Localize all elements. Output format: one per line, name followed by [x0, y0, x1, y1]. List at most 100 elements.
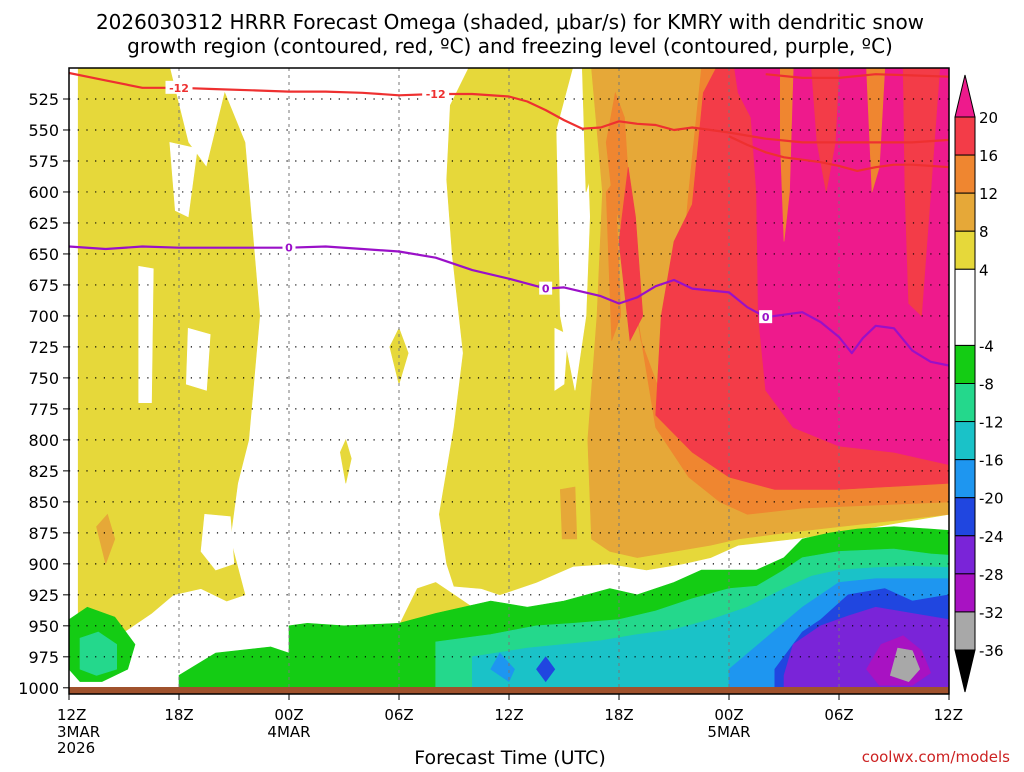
omega-region-15	[605, 178, 622, 341]
colorbar-bin-13	[954, 611, 976, 651]
omega-region-20	[779, 68, 794, 242]
dgz-line-0-label-0: -12	[169, 82, 189, 95]
omega-region-6	[200, 513, 235, 571]
omega-region-4	[339, 439, 352, 484]
pressure-tick-label-2: 575	[28, 152, 59, 171]
omega-region-19	[581, 68, 594, 193]
pressure-tick-label-8: 725	[28, 338, 59, 357]
pressure-tick-label-0: 525	[28, 90, 59, 109]
time-tick-label-3: 06Z	[384, 706, 413, 724]
pressure-tick-label-5: 650	[28, 245, 59, 264]
pressure-tick-label-16: 925	[28, 586, 59, 605]
credit-link[interactable]: coolwx.com/models	[862, 748, 1010, 766]
colorbar-label-0: 20	[979, 109, 998, 127]
omega-region-28	[79, 631, 117, 676]
freezing-level-line-label-2: 0	[762, 311, 770, 324]
ground-strip	[69, 687, 949, 694]
pressure-tick-label-1: 550	[28, 121, 59, 140]
pressure-tick-label-14: 875	[28, 524, 59, 543]
chart-title-line-2: growth region (contoured, red, ºC) and f…	[127, 34, 893, 58]
freezing-level-line-label-bg-0	[282, 240, 296, 254]
colorbar-label-13: -36	[979, 642, 1004, 660]
omega-region-36	[889, 647, 921, 682]
dgz-line-0-label-bg-1	[422, 87, 450, 101]
chart-title-line-1: 2026030312 HRRR Forecast Omega (shaded, …	[96, 10, 924, 34]
colorbar-label-5: -4	[979, 337, 994, 355]
colorbar-label-7: -12	[979, 414, 1004, 432]
colorbar-label-8: -16	[979, 452, 1004, 470]
colorbar-label-6: -8	[979, 376, 994, 394]
omega-region-12	[559, 486, 578, 540]
colorbar-label-11: -28	[979, 566, 1004, 584]
time-tick-label-2: 00Z	[274, 706, 303, 724]
pressure-tick-label-15: 900	[28, 555, 59, 574]
omega-region-33	[536, 656, 556, 683]
dgz-line-2	[765, 73, 949, 80]
pressure-tick-label-9: 750	[28, 369, 59, 388]
colorbar-label-3: 8	[979, 223, 989, 241]
colorbar-bin-5	[954, 268, 976, 346]
time-tick-label-5: 18Z	[604, 706, 633, 724]
date-label-0-0: 3MAR	[57, 723, 100, 741]
date-label-1-0: 4MAR	[267, 723, 310, 741]
date-label-0-1: 2026	[57, 739, 95, 757]
colorbar-label-4: 4	[979, 261, 989, 279]
pressure-tick-label-10: 775	[28, 400, 59, 419]
pressure-tick-label-6: 675	[28, 276, 59, 295]
colorbar-bin-12	[954, 573, 976, 613]
freezing-level-line-label-bg-1	[539, 281, 553, 295]
time-tick-label-1: 18Z	[164, 706, 193, 724]
dgz-line-1	[728, 135, 949, 172]
date-label-2-0: 5MAR	[707, 723, 750, 741]
omega-region-10	[554, 327, 569, 391]
colorbar-bin-8	[954, 421, 976, 461]
pressure-tick-label-18: 975	[28, 648, 59, 667]
omega-region-9	[556, 68, 591, 391]
omega-region-7	[185, 327, 211, 391]
time-tick-label-6: 00Z	[714, 706, 743, 724]
pressure-tick-label-3: 600	[28, 183, 59, 202]
colorbar-bin-1	[954, 116, 976, 156]
freezing-level-line-label-bg-2	[759, 310, 773, 324]
colorbar-bin-10	[954, 497, 976, 537]
freezing-level-line-label-0: 0	[285, 242, 293, 255]
pressure-tick-label-13: 850	[28, 493, 59, 512]
omega-region-8	[169, 142, 198, 218]
time-tick-label-8: 12Z	[934, 706, 963, 724]
colorbar-bin-6	[954, 344, 976, 384]
dgz-line-0-label-1: -12	[426, 88, 446, 101]
colorbar-label-10: -24	[979, 528, 1004, 546]
colorbar-bin-7	[954, 383, 976, 423]
colorbar-bottom-arrow	[954, 649, 976, 693]
dgz-line-0	[69, 71, 949, 144]
pressure-tick-label-17: 950	[28, 617, 59, 636]
colorbar-label-1: 16	[979, 147, 998, 165]
pressure-tick-label-11: 800	[28, 431, 59, 450]
omega-region-30	[490, 652, 515, 683]
colorbar-label-2: 12	[979, 185, 998, 203]
pressure-tick-label-7: 700	[28, 307, 59, 326]
pressure-tick-label-12: 825	[28, 462, 59, 481]
x-axis-title: Forecast Time (UTC)	[414, 747, 605, 768]
freezing-level-line	[69, 245, 949, 367]
omega-region-5	[138, 265, 154, 404]
time-tick-label-7: 06Z	[824, 706, 853, 724]
omega-region-13	[96, 513, 116, 565]
colorbar-bin-2	[954, 154, 976, 194]
colorbar-bin-3	[954, 192, 976, 232]
colorbar-label-9: -20	[979, 490, 1004, 508]
temperature-contours: 0 0 0 -12 -12	[69, 71, 949, 367]
pressure-tick-label-19: 1000	[18, 679, 59, 698]
freezing-level-line-label-1: 0	[542, 283, 550, 296]
colorbar-label-12: -32	[979, 604, 1004, 622]
colorbar-bin-4	[954, 230, 976, 270]
pressure-axis: 525 550 575 600 625 650 675 700 725 750 775 800 825 8…	[18, 90, 69, 698]
pressure-tick-label-4: 625	[28, 214, 59, 233]
time-tick-label-0: 12Z	[57, 706, 86, 724]
colorbar-bin-11	[954, 535, 976, 575]
time-tick-label-4: 12Z	[494, 706, 523, 724]
colorbar-bin-9	[954, 459, 976, 499]
omega-colorbar: 20 16 12 8 4 -4 -8 -12 -16 -20 -24 -28 -32 -36	[954, 74, 1004, 693]
